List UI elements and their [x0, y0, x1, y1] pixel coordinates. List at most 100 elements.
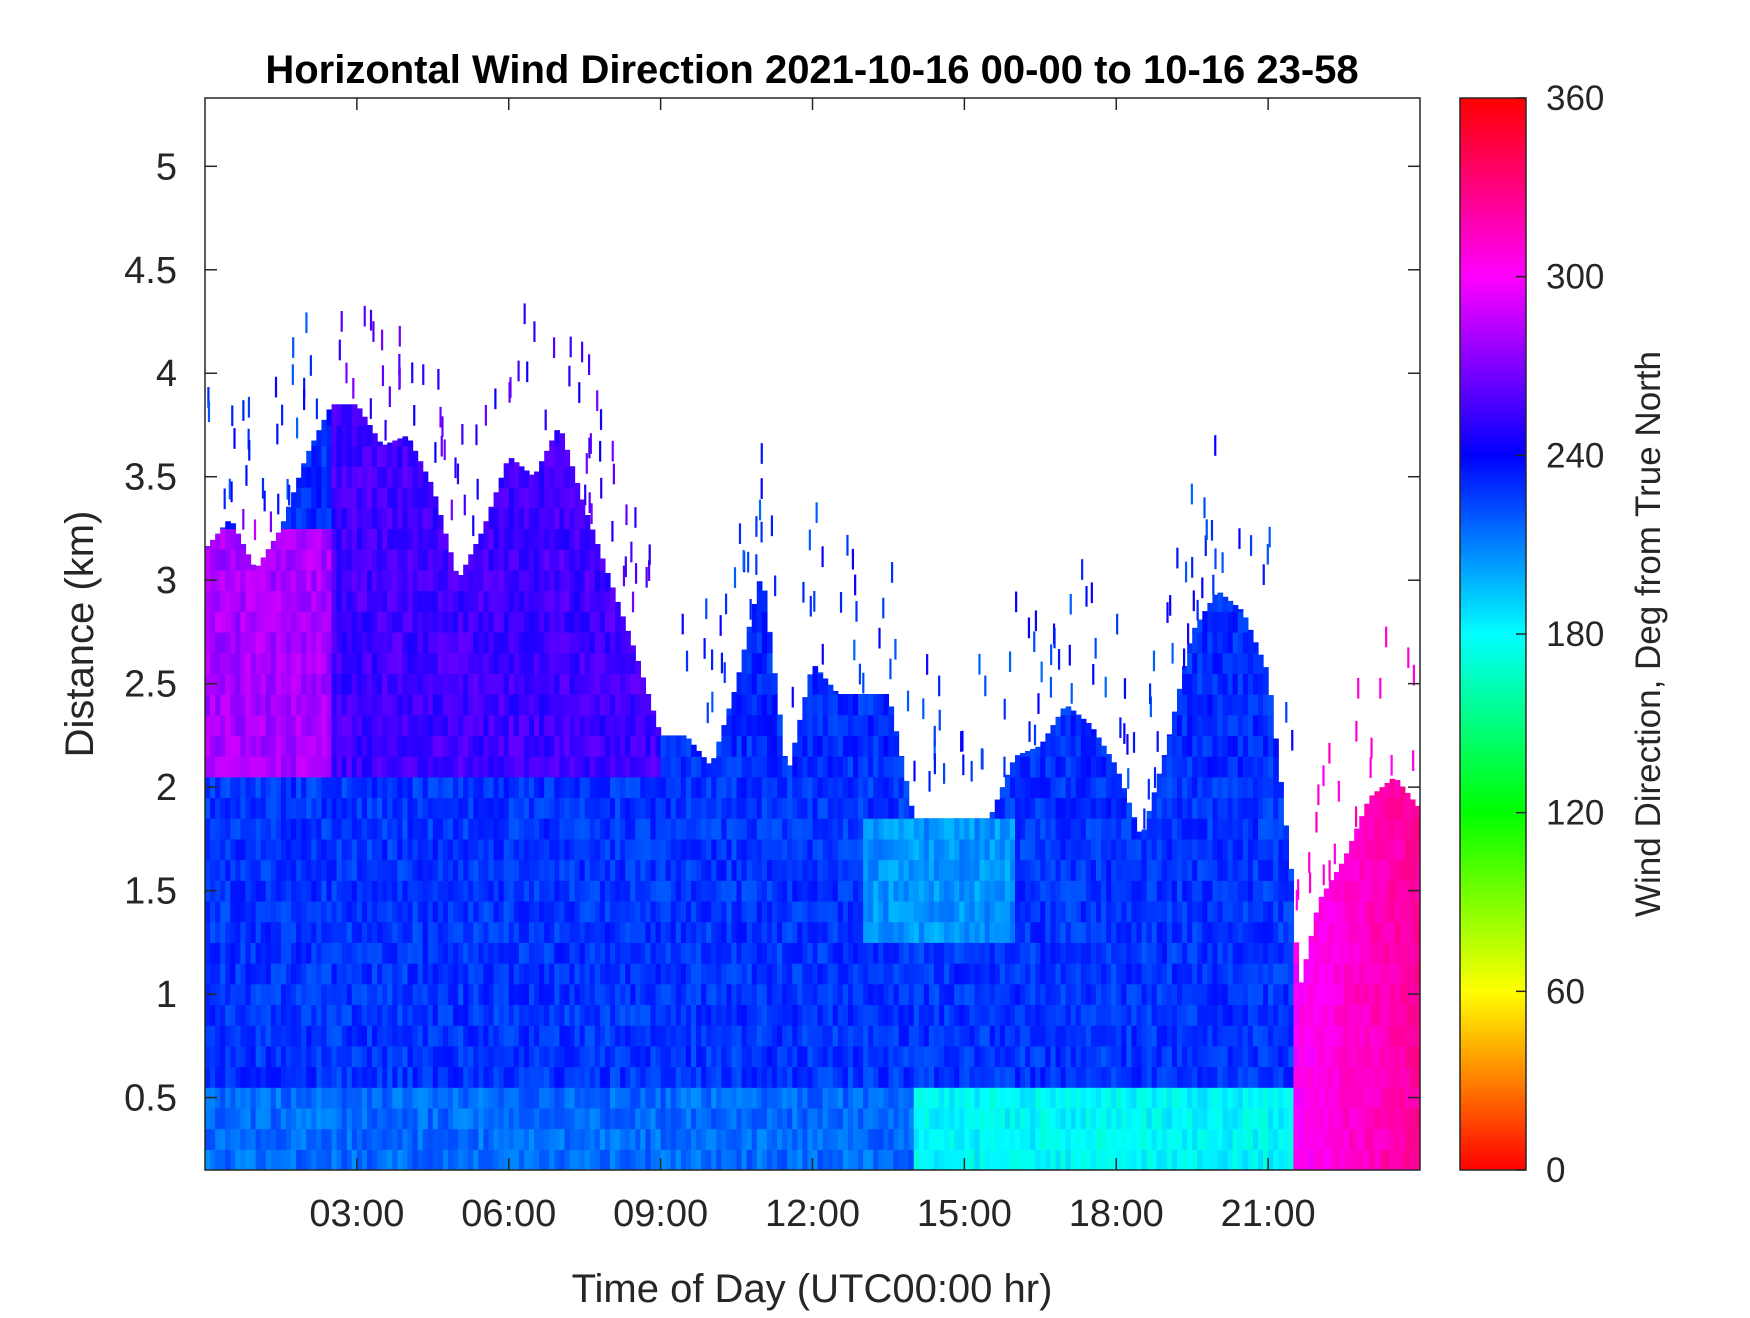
heatmap-cell: [893, 797, 900, 819]
heatmap-cell: [554, 776, 560, 799]
heatmap-cell: [974, 1004, 981, 1026]
heatmap-cell: [584, 652, 591, 674]
heatmap-cell: [240, 859, 247, 881]
heatmap-cell: [356, 838, 363, 861]
heatmap-cell: [1075, 921, 1082, 943]
heatmap-cell: [807, 942, 814, 964]
heatmap-cell: [361, 694, 368, 716]
heatmap-cell: [944, 1045, 950, 1068]
heatmap-cell: [731, 776, 738, 799]
heatmap-cell: [579, 1066, 586, 1088]
heatmap-cell: [432, 1025, 439, 1047]
heatmap-cell: [630, 818, 636, 840]
heatmap-cell: [220, 859, 226, 881]
heatmap-cell: [777, 818, 783, 840]
heatmap-cell: [1030, 900, 1036, 923]
heatmap-cell: [640, 1128, 647, 1150]
heatmap-cell: [382, 549, 388, 571]
heatmap-cell: [772, 818, 778, 840]
heatmap-cell: [792, 818, 798, 840]
heatmap-cell: [599, 963, 606, 985]
heatmap-cell: [498, 880, 505, 902]
heatmap-cell: [275, 714, 282, 736]
heatmap-cell: [731, 921, 738, 943]
heatmap-cell: [853, 880, 859, 902]
heatmap-cell: [316, 1107, 323, 1130]
heatmap-cell: [235, 590, 242, 612]
heatmap-cell: [989, 921, 996, 943]
heatmap-cell: [782, 1045, 788, 1068]
heatmap-cell: [448, 900, 454, 923]
heatmap-cell: [928, 983, 935, 1006]
heatmap-cell: [301, 631, 307, 654]
heatmap-cell: [351, 900, 358, 923]
heatmap-cell: [1055, 1004, 1062, 1026]
heatmap-cell: [615, 776, 621, 799]
heatmap-cell: [255, 818, 262, 840]
heatmap-cell: [539, 1128, 545, 1150]
heatmap-cell: [842, 1045, 849, 1068]
heatmap-cell: [630, 673, 636, 695]
heatmap-cell: [908, 1087, 915, 1109]
heatmap-cell: [529, 983, 535, 1006]
heatmap-cell: [387, 1025, 393, 1047]
heatmap-cell: [913, 1107, 920, 1130]
heatmap-cell: [564, 983, 571, 1006]
heatmap-cell: [468, 673, 474, 695]
heatmap-cell: [382, 859, 388, 881]
heatmap-cell: [812, 1087, 819, 1109]
heatmap-cell: [625, 797, 631, 819]
heatmap-cell: [326, 1128, 333, 1150]
heatmap-cell: [685, 1149, 692, 1170]
heatmap-cell: [792, 921, 798, 943]
heatmap-cell: [1065, 1066, 1072, 1088]
heatmap-cell: [493, 1066, 500, 1088]
heatmap-cell: [1075, 714, 1082, 736]
heatmap-cell: [215, 1149, 221, 1170]
heatmap-cell: [397, 921, 404, 943]
heatmap-cell: [645, 1107, 652, 1130]
heatmap-cell: [377, 1149, 383, 1170]
heatmap-cell: [220, 838, 226, 861]
heatmap-cell: [286, 1025, 292, 1047]
heatmap-cell: [402, 921, 409, 943]
heatmap-cell: [245, 714, 252, 736]
heatmap-cell: [346, 1149, 353, 1170]
heatmap-cell: [1085, 1025, 1092, 1047]
heatmap-cell: [878, 1025, 884, 1047]
heatmap-cell: [827, 838, 834, 861]
heatmap-cell: [807, 1087, 814, 1109]
heatmap-cell: [701, 1066, 707, 1088]
heatmap-cell: [589, 569, 596, 592]
heatmap-cell: [685, 900, 692, 923]
heatmap-cell: [331, 818, 338, 840]
heatmap-cell: [1025, 797, 1031, 819]
heatmap-cell: [311, 921, 317, 943]
heatmap-cell: [701, 797, 707, 819]
heatmap-cell: [1090, 1045, 1097, 1068]
heatmap-cell: [513, 818, 520, 840]
heatmap-cell: [412, 549, 419, 571]
heatmap-cell: [842, 797, 849, 819]
heatmap-cell: [726, 756, 733, 778]
heatmap-cell: [1065, 880, 1072, 902]
heatmap-cell: [782, 1087, 788, 1109]
heatmap-cell: [832, 1128, 839, 1150]
heatmap-cell: [630, 776, 636, 799]
heatmap-cell: [412, 507, 419, 530]
heatmap-cell: [822, 1107, 829, 1130]
heatmap-cell: [382, 652, 388, 674]
heatmap-cell: [367, 963, 373, 985]
heatmap-cell: [584, 694, 591, 716]
heatmap-cell: [205, 714, 211, 736]
heatmap-cell: [402, 549, 409, 571]
heatmap-cell: [944, 818, 950, 840]
heatmap-cell: [589, 756, 596, 778]
heatmap-cell: [802, 1045, 809, 1068]
heatmap-cell: [377, 900, 383, 923]
heatmap-cell: [549, 631, 555, 654]
heatmap-cell: [751, 1045, 758, 1068]
heatmap-cell: [427, 1107, 434, 1130]
heatmap-cell: [787, 1066, 793, 1088]
heatmap-cell: [751, 1149, 758, 1170]
